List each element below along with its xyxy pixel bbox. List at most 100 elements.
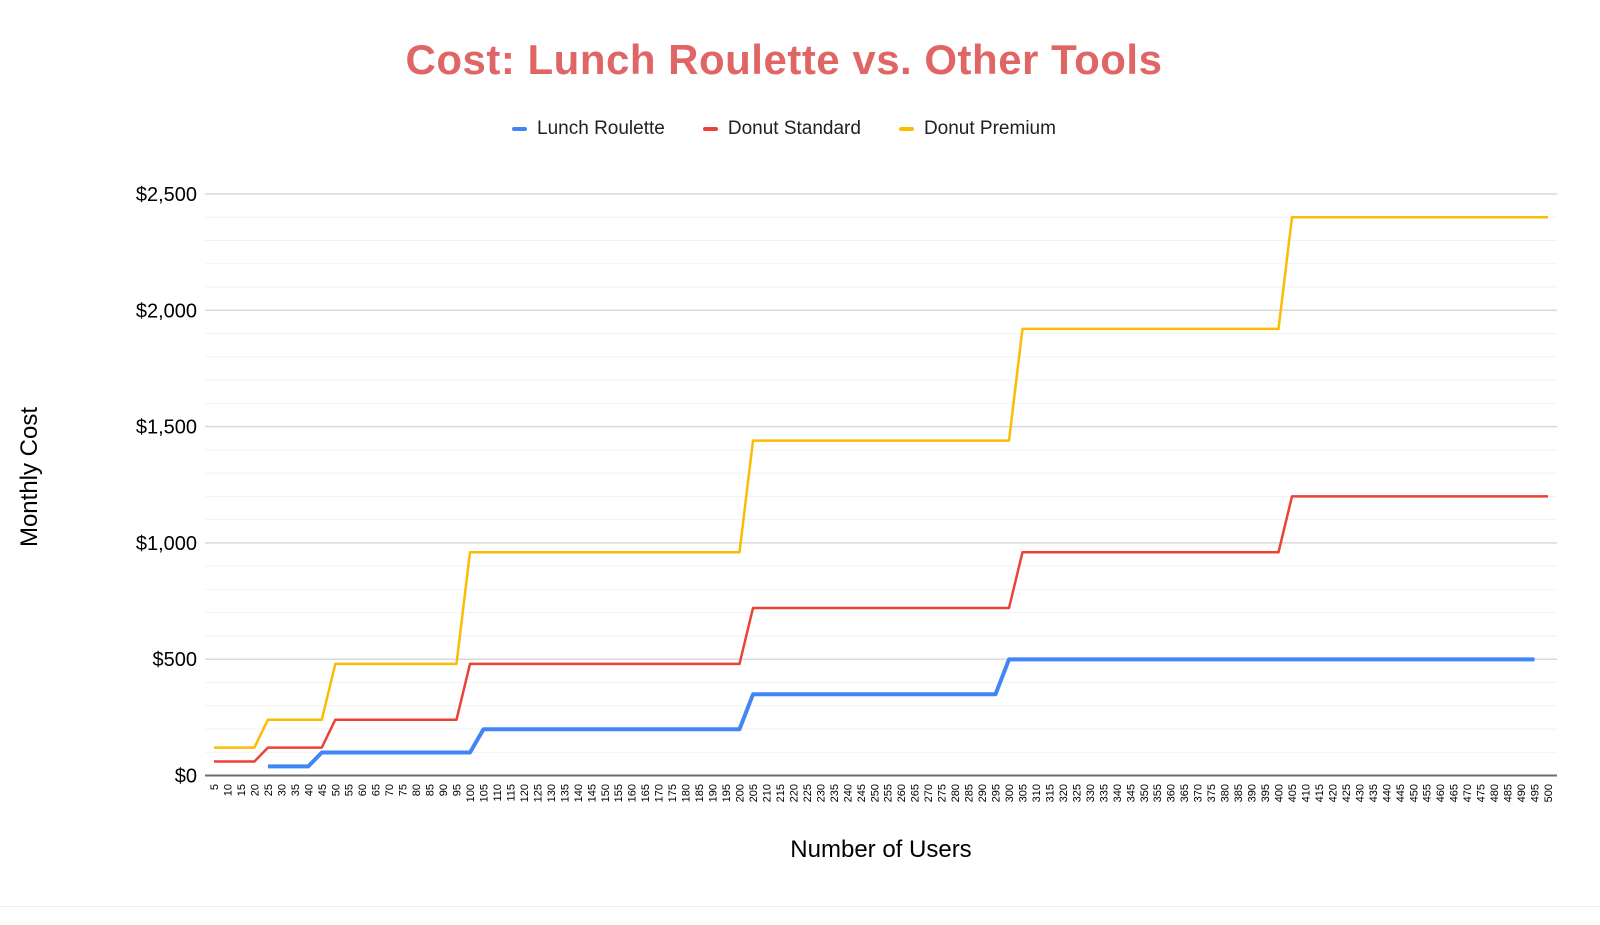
x-axis-tick-label: 30 bbox=[276, 784, 288, 796]
y-axis-tick-label: $0 bbox=[175, 766, 197, 788]
x-axis-tick-label: 175 bbox=[667, 784, 679, 802]
x-axis-tick-label: 295 bbox=[991, 784, 1003, 802]
x-axis-tick-label: 145 bbox=[586, 784, 598, 802]
x-axis-tick-label: 95 bbox=[452, 784, 464, 796]
x-axis-title: Number of Users bbox=[790, 836, 972, 863]
x-axis-tick-label: 455 bbox=[1422, 784, 1434, 802]
x-axis-tick-label: 315 bbox=[1044, 784, 1056, 802]
x-axis-tick-label: 425 bbox=[1341, 784, 1353, 802]
x-axis-tick-label: 150 bbox=[600, 784, 612, 802]
x-axis-tick-label: 480 bbox=[1489, 784, 1501, 802]
x-axis-tick-label: 270 bbox=[923, 784, 935, 802]
x-axis-tick-label: 235 bbox=[829, 784, 841, 802]
x-axis-tick-label: 80 bbox=[411, 784, 423, 796]
x-axis-tick-label: 475 bbox=[1476, 784, 1488, 802]
x-axis-tick-label: 25 bbox=[263, 784, 275, 796]
x-axis-tick-label: 490 bbox=[1516, 784, 1528, 802]
y-axis-tick-label: $2,500 bbox=[136, 184, 197, 206]
x-axis-tick-label: 405 bbox=[1287, 784, 1299, 802]
x-axis-tick-label: 275 bbox=[937, 784, 949, 802]
x-axis-tick-label: 185 bbox=[694, 784, 706, 802]
x-axis-tick-label: 360 bbox=[1166, 784, 1178, 802]
x-axis-tick-label: 225 bbox=[802, 784, 814, 802]
y-axis-tick-label: $500 bbox=[153, 649, 198, 671]
y-axis-tick-label: $1,000 bbox=[136, 533, 197, 555]
x-axis-tick-label: 240 bbox=[842, 784, 854, 802]
x-axis-tick-label: 300 bbox=[1004, 784, 1016, 802]
x-axis-tick-label: 200 bbox=[735, 784, 747, 802]
x-axis-tick-label: 255 bbox=[883, 784, 895, 802]
legend-marker-icon bbox=[702, 126, 718, 132]
x-axis-tick-label: 305 bbox=[1017, 784, 1029, 802]
x-axis-tick-label: 165 bbox=[640, 784, 652, 802]
legend-item-donut-premium[interactable]: Donut Premium bbox=[898, 118, 1056, 140]
x-axis-tick-label: 20 bbox=[249, 784, 261, 796]
x-axis-tick-label: 450 bbox=[1408, 784, 1420, 802]
series-line-donut-premium bbox=[214, 216, 1548, 749]
x-axis-tick-label: 5 bbox=[209, 784, 221, 790]
x-axis-tick-label: 465 bbox=[1449, 784, 1461, 802]
x-axis-tick-label: 190 bbox=[708, 784, 720, 802]
x-axis-tick-label: 10 bbox=[222, 784, 234, 796]
x-axis-tick-label: 50 bbox=[330, 784, 342, 796]
x-axis-tick-label: 370 bbox=[1193, 784, 1205, 802]
x-axis-tick-label: 470 bbox=[1462, 784, 1474, 802]
x-axis-tick-label: 355 bbox=[1152, 784, 1164, 802]
x-axis-tick-label: 365 bbox=[1179, 784, 1191, 802]
x-axis-tick-label: 55 bbox=[344, 784, 356, 796]
x-axis-tick-label: 135 bbox=[559, 784, 571, 802]
legend-item-donut-standard[interactable]: Donut Standard bbox=[702, 118, 861, 140]
y-axis-title: Monthly Cost bbox=[16, 406, 43, 548]
x-axis-tick-label: 170 bbox=[654, 784, 666, 802]
x-axis-tick-label: 375 bbox=[1206, 784, 1218, 802]
x-axis-tick-label: 160 bbox=[627, 784, 639, 802]
legend-item-lunch-roulette[interactable]: Lunch Roulette bbox=[512, 118, 665, 140]
x-axis-tick-label: 15 bbox=[236, 784, 248, 796]
x-axis-tick-label: 320 bbox=[1058, 784, 1070, 802]
x-axis-tick-label: 250 bbox=[869, 784, 881, 802]
x-axis-tick-label: 230 bbox=[815, 784, 827, 802]
x-axis-tick-label: 100 bbox=[465, 784, 477, 802]
x-axis-tick-label: 440 bbox=[1381, 784, 1393, 802]
x-axis-tick-label: 460 bbox=[1435, 784, 1447, 802]
legend: Lunch Roulette Donut Standard Donut Premiu… bbox=[0, 118, 1568, 140]
x-axis-tick-label: 60 bbox=[357, 784, 369, 796]
series-line-donut-standard bbox=[214, 495, 1548, 763]
x-axis-tick-label: 500 bbox=[1543, 784, 1555, 802]
x-axis-tick-label: 35 bbox=[290, 784, 302, 796]
x-axis-tick-label: 415 bbox=[1314, 784, 1326, 802]
x-axis-tick-label: 105 bbox=[478, 784, 490, 802]
legend-marker-icon bbox=[512, 126, 528, 132]
x-axis-tick-label: 265 bbox=[910, 784, 922, 802]
x-axis-tick-label: 400 bbox=[1274, 784, 1286, 802]
x-axis-tick-label: 140 bbox=[573, 784, 585, 802]
x-axis-tick-label: 195 bbox=[721, 784, 733, 802]
x-axis-tick-label: 180 bbox=[681, 784, 693, 802]
x-axis-tick-label: 330 bbox=[1085, 784, 1097, 802]
x-axis-tick-label: 90 bbox=[438, 784, 450, 796]
x-axis-tick-label: 215 bbox=[775, 784, 787, 802]
x-axis-tick-label: 310 bbox=[1031, 784, 1043, 802]
x-axis-tick-label: 110 bbox=[492, 784, 504, 802]
x-axis-tick-label: 410 bbox=[1300, 784, 1312, 802]
x-axis-tick-label: 495 bbox=[1530, 784, 1542, 802]
chart-title: Cost: Lunch Roulette vs. Other Tools bbox=[405, 36, 1163, 83]
x-axis-tick-label: 65 bbox=[371, 784, 383, 796]
x-axis-tick-label: 85 bbox=[425, 784, 437, 796]
x-axis-tick-label: 220 bbox=[788, 784, 800, 802]
x-axis-tick-label: 115 bbox=[505, 784, 517, 802]
x-axis-tick-label: 290 bbox=[977, 784, 989, 802]
x-axis-tick-label: 345 bbox=[1125, 784, 1137, 802]
legend-label: Lunch Roulette bbox=[537, 118, 665, 139]
x-axis-tick-label: 340 bbox=[1112, 784, 1124, 802]
x-axis-tick-label: 205 bbox=[748, 784, 760, 802]
bottom-divider bbox=[0, 906, 1600, 907]
x-axis-tick-label: 210 bbox=[761, 784, 773, 802]
x-axis-tick-label: 390 bbox=[1247, 784, 1259, 802]
x-axis-tick-label: 485 bbox=[1503, 784, 1515, 802]
x-axis-tick-label: 430 bbox=[1354, 784, 1366, 802]
legend-label: Donut Standard bbox=[727, 118, 861, 139]
x-axis-tick-label: 75 bbox=[398, 784, 410, 796]
x-axis-tick-label: 420 bbox=[1327, 784, 1339, 802]
